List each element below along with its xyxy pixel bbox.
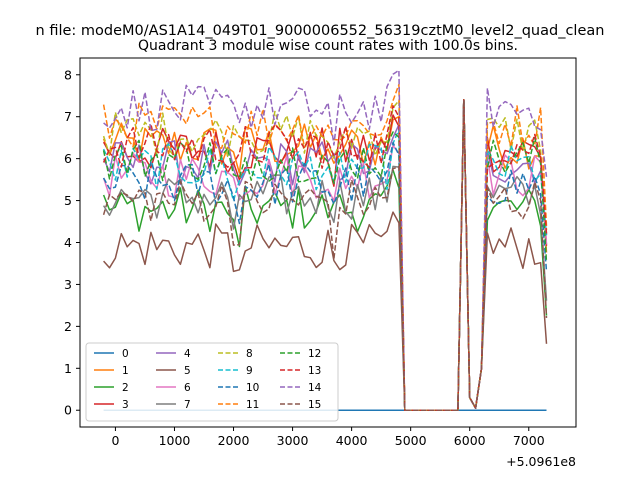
legend-label-5: 5 xyxy=(184,365,191,377)
legend-label-7: 7 xyxy=(184,399,191,411)
legend-label-10: 10 xyxy=(246,382,259,394)
legend-label-11: 11 xyxy=(246,399,259,411)
x-tick-label: 6000 xyxy=(454,433,486,448)
legend-label-4: 4 xyxy=(184,348,191,360)
legend-label-13: 13 xyxy=(308,365,321,377)
legend-label-8: 8 xyxy=(246,348,253,360)
legend-label-2: 2 xyxy=(122,382,129,394)
legend-label-1: 1 xyxy=(122,365,129,377)
y-tick-label: 3 xyxy=(64,277,72,292)
series-line-11 xyxy=(102,83,548,411)
x-tick-label: 4000 xyxy=(336,433,368,448)
series-line-10 xyxy=(102,99,548,411)
y-tick-label: 7 xyxy=(64,109,72,124)
y-tick-label: 4 xyxy=(64,235,72,250)
y-tick-label: 8 xyxy=(64,67,72,82)
legend-label-3: 3 xyxy=(122,399,129,411)
x-offset-label: +5.0961e8 xyxy=(506,454,576,469)
y-tick-label: 2 xyxy=(64,319,72,334)
x-tick-label: 2000 xyxy=(218,433,250,448)
y-tick-label: 0 xyxy=(64,403,72,418)
y-tick-label: 6 xyxy=(64,151,72,166)
y-tick-label: 1 xyxy=(64,361,72,376)
legend-label-15: 15 xyxy=(308,399,321,411)
x-tick-label: 1000 xyxy=(159,433,191,448)
legend-label-12: 12 xyxy=(308,348,321,360)
chart-title: Quadrant 3 module wise count rates with … xyxy=(138,38,518,54)
legend-label-9: 9 xyxy=(246,365,253,377)
x-tick-label: 0 xyxy=(111,433,119,448)
legend-box xyxy=(85,342,339,422)
series-layer xyxy=(102,69,548,411)
legend-label-14: 14 xyxy=(308,382,322,394)
y-tick-label: 5 xyxy=(64,193,72,208)
x-tick-label: 5000 xyxy=(395,433,427,448)
chart-suptitle: n file: modeM0/AS1A14_049T01_9000006552_… xyxy=(36,23,605,39)
series-line-15 xyxy=(102,99,548,411)
x-tick-label: 7000 xyxy=(513,433,545,448)
x-tick-label: 3000 xyxy=(277,433,309,448)
legend-label-0: 0 xyxy=(122,348,129,360)
plot-frame xyxy=(79,57,577,428)
legend-label-6: 6 xyxy=(184,382,191,394)
